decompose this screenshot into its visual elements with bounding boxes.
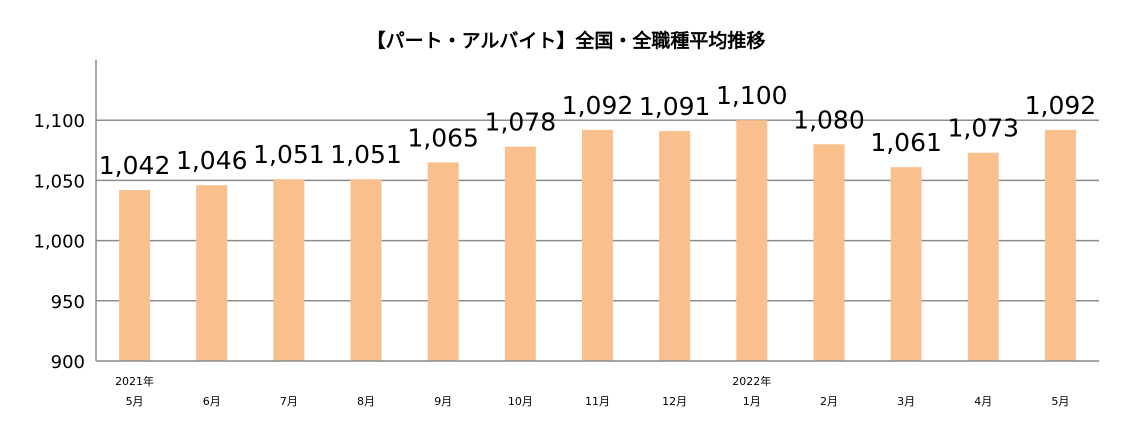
data-label: 1,100	[716, 81, 788, 110]
y-tick-label: 950	[51, 292, 85, 313]
x-year-label: 2022年	[732, 374, 771, 388]
bar	[736, 120, 768, 361]
data-label: 1,078	[485, 108, 557, 137]
bar	[273, 179, 305, 361]
chart-title: 【パート・アルバイト】全国・全職種平均推移	[367, 29, 766, 52]
x-tick-label: 8月	[357, 395, 375, 408]
x-tick-label: 2月	[820, 395, 838, 408]
x-tick-label: 4月	[974, 395, 992, 408]
data-label: 1,080	[793, 105, 865, 134]
data-label: 1,073	[947, 114, 1019, 143]
data-label: 1,092	[562, 91, 634, 120]
x-tick-label: 7月	[280, 395, 298, 408]
x-tick-label: 1月	[743, 395, 761, 408]
x-tick-label: 10月	[508, 395, 533, 408]
x-year-label: 2021年	[115, 374, 154, 388]
bar	[119, 190, 151, 361]
x-tick-label: 9月	[434, 395, 452, 408]
x-tick-label: 6月	[203, 395, 221, 408]
bar	[967, 152, 999, 361]
axes	[95, 60, 1099, 362]
bar	[350, 179, 382, 361]
bars	[119, 120, 1076, 361]
bar	[890, 167, 922, 361]
bar	[659, 131, 691, 361]
data-label: 1,046	[176, 146, 248, 175]
data-label: 1,065	[407, 123, 479, 152]
data-label: 1,061	[870, 128, 942, 157]
bar	[582, 129, 613, 361]
data-label: 1,051	[330, 140, 402, 169]
y-tick-label: 900	[51, 352, 85, 373]
bar	[196, 185, 228, 361]
data-label: 1,091	[639, 92, 711, 121]
data-label: 1,051	[253, 140, 325, 169]
data-label: 1,092	[1025, 91, 1097, 120]
x-tick-label: 5月	[126, 395, 144, 408]
bar	[813, 144, 845, 361]
x-tick-label: 5月	[1051, 395, 1069, 408]
bar	[1044, 129, 1076, 361]
bar	[427, 162, 459, 361]
bar	[504, 146, 536, 361]
y-tick-label: 1,000	[33, 232, 85, 253]
y-tick-label: 1,050	[33, 171, 85, 192]
data-label: 1,042	[99, 151, 171, 180]
y-axis-ticks: 900 950 1,000 1,050 1,100	[33, 111, 85, 373]
x-tick-label: 12月	[662, 395, 687, 408]
y-tick-label: 1,100	[33, 111, 85, 132]
x-tick-label: 11月	[585, 395, 610, 408]
x-axis-ticks: 2021年 5月 6月 7月 8月 9月 10月 11月 12月 2022年 1月 2月 3月 4月 5月	[115, 374, 1069, 408]
x-tick-label: 3月	[897, 395, 915, 408]
